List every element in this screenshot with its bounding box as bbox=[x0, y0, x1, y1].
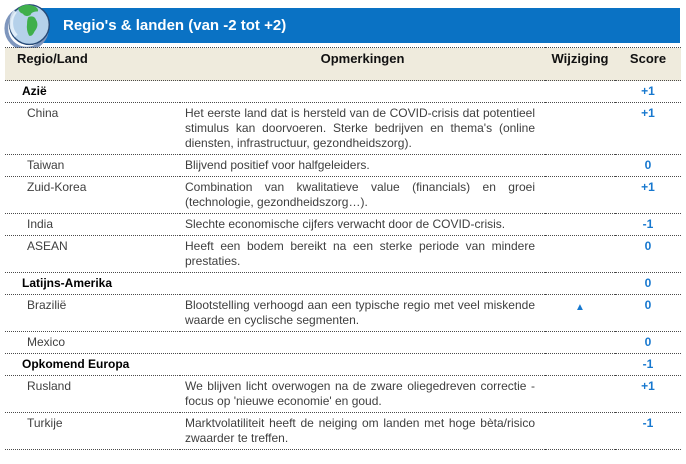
score-cell: 0 bbox=[644, 158, 652, 172]
remarks-cell: Heeft een bodem bereikt na een sterke pe… bbox=[185, 239, 535, 268]
globe-icon bbox=[4, 4, 50, 51]
change-cell bbox=[545, 81, 615, 103]
score-cell: -1 bbox=[642, 357, 654, 371]
change-cell bbox=[545, 214, 615, 236]
remarks-cell: We blijven licht overwogen na de zware o… bbox=[185, 379, 535, 408]
change-cell bbox=[545, 332, 615, 354]
name-cell: China bbox=[27, 106, 59, 120]
remarks-cell: Marktvolatiliteit heeft de neiging om la… bbox=[185, 416, 535, 445]
table-body: Azië +1 China Het eerste land dat is her… bbox=[5, 81, 681, 450]
score-cell: 0 bbox=[644, 335, 652, 349]
score-cell: 0 bbox=[644, 298, 652, 312]
score-cell: +1 bbox=[641, 106, 655, 120]
column-header-change: Wijziging bbox=[545, 47, 615, 81]
change-cell bbox=[545, 376, 615, 413]
name-cell: Azië bbox=[22, 84, 47, 98]
name-cell: Mexico bbox=[27, 335, 66, 349]
table-row: ASEAN Heeft een bodem bereikt na een ste… bbox=[5, 236, 681, 273]
remarks-cell: Slechte economische cijfers verwacht doo… bbox=[185, 217, 506, 231]
change-cell bbox=[545, 354, 615, 376]
table-row: India Slechte economische cijfers verwac… bbox=[5, 214, 681, 236]
remarks-cell bbox=[180, 273, 545, 295]
regions-table: Regio/Land Opmerkingen Wijziging Score A… bbox=[5, 47, 681, 450]
remarks-cell: Combination van kwalitatieve value (fina… bbox=[185, 180, 535, 209]
section-title: Regio's & landen (van -2 tot +2) bbox=[63, 17, 287, 34]
name-cell: Turkije bbox=[27, 416, 63, 430]
name-cell: Opkomend Europa bbox=[22, 357, 130, 371]
section-titlebar: Regio's & landen (van -2 tot +2) bbox=[40, 8, 680, 43]
remarks-cell: Het eerste land dat is hersteld van de C… bbox=[185, 106, 535, 150]
change-cell bbox=[545, 103, 615, 155]
table-row: Taiwan Blijvend positief voor halfgeleid… bbox=[5, 155, 681, 177]
table-row: Latijns-Amerika 0 bbox=[5, 273, 681, 295]
remarks-cell bbox=[180, 332, 545, 354]
name-cell: Zuid-Korea bbox=[27, 180, 87, 194]
table-row: Opkomend Europa -1 bbox=[5, 354, 681, 376]
table-row: Zuid-Korea Combination van kwalitatieve … bbox=[5, 177, 681, 214]
change-cell bbox=[545, 155, 615, 177]
score-cell: -1 bbox=[642, 217, 654, 231]
score-cell: +1 bbox=[641, 379, 655, 393]
score-cell: 0 bbox=[644, 239, 652, 253]
table-row: Azië +1 bbox=[5, 81, 681, 103]
change-cell bbox=[545, 413, 615, 450]
name-cell: Brazilië bbox=[27, 298, 67, 312]
column-header-region: Regio/Land bbox=[5, 47, 180, 81]
change-cell-triangle-up-icon: ▲ bbox=[575, 302, 585, 313]
table-row: China Het eerste land dat is hersteld va… bbox=[5, 103, 681, 155]
column-header-score: Score bbox=[615, 47, 681, 81]
score-cell: -1 bbox=[642, 416, 654, 430]
change-cell bbox=[545, 273, 615, 295]
column-header-remarks: Opmerkingen bbox=[180, 47, 545, 81]
remarks-cell: Blootstelling verhoogd aan een typische … bbox=[185, 298, 535, 327]
remarks-cell bbox=[180, 81, 545, 103]
table-header-row: Regio/Land Opmerkingen Wijziging Score bbox=[5, 47, 681, 81]
score-cell: +1 bbox=[641, 180, 655, 194]
name-cell: ASEAN bbox=[27, 239, 68, 253]
table-row: Rusland We blijven licht overwogen na de… bbox=[5, 376, 681, 413]
name-cell: Latijns-Amerika bbox=[22, 276, 113, 290]
change-cell bbox=[545, 177, 615, 214]
change-cell bbox=[545, 236, 615, 273]
table-row: Mexico 0 bbox=[5, 332, 681, 354]
score-cell: +1 bbox=[641, 84, 655, 98]
table-row: Turkije Marktvolatiliteit heeft de neigi… bbox=[5, 413, 681, 450]
name-cell: India bbox=[27, 217, 54, 231]
table-row: Brazilië Blootstelling verhoogd aan een … bbox=[5, 295, 681, 332]
name-cell: Rusland bbox=[27, 379, 72, 393]
remarks-cell bbox=[180, 354, 545, 376]
score-cell: 0 bbox=[644, 276, 652, 290]
name-cell: Taiwan bbox=[27, 158, 65, 172]
remarks-cell: Blijvend positief voor halfgeleiders. bbox=[185, 158, 370, 172]
